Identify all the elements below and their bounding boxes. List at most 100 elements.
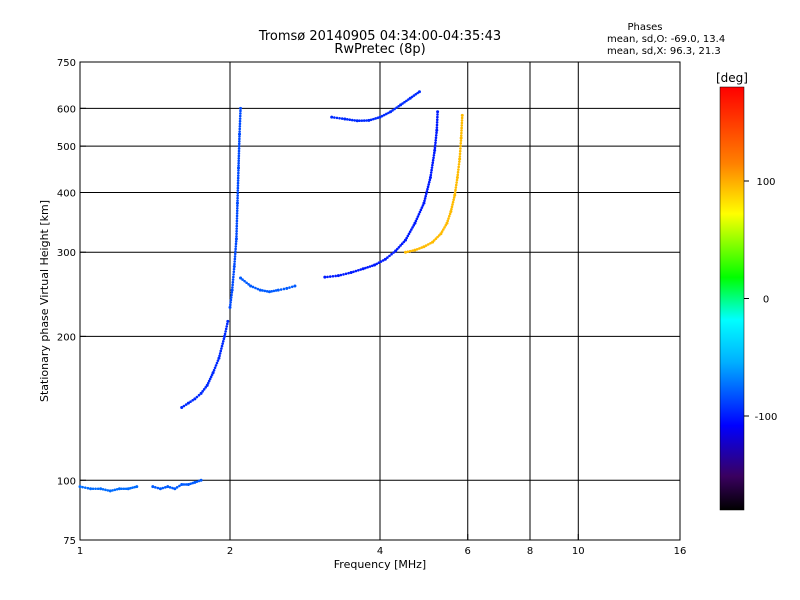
trace-point [344, 272, 348, 276]
trace-point [380, 114, 384, 118]
trace-point [442, 228, 445, 231]
trace-point [86, 486, 90, 490]
data-point [193, 397, 197, 401]
trace-point [81, 485, 84, 489]
trace-point [362, 119, 366, 122]
trace-point [232, 270, 236, 274]
trace-point [229, 301, 232, 304]
trace-point [239, 109, 242, 113]
data-point [199, 391, 203, 395]
trace-point [392, 251, 395, 254]
trace-point [458, 155, 462, 158]
trace-point [230, 293, 233, 297]
trace-point [106, 489, 110, 492]
trace-point [234, 245, 238, 248]
trace-point [91, 487, 95, 491]
trace-point [182, 483, 186, 486]
trace-point [365, 119, 368, 122]
trace-point [326, 275, 329, 279]
trace-point [208, 377, 212, 381]
data-point [236, 166, 240, 170]
axis-ticks: 1 2 4 6 8 10 16 75 100 200 300 400 500 600 750 [57, 58, 686, 557]
trace-point [353, 119, 357, 122]
trace-point [221, 342, 224, 345]
trace-point [395, 106, 398, 109]
trace-point [237, 149, 241, 153]
y-tick-label: 100 [57, 476, 76, 487]
trace-point [390, 252, 393, 256]
trace-point [222, 337, 226, 341]
trace-point [204, 386, 207, 389]
trace-point [220, 347, 223, 350]
trace-point [434, 141, 437, 145]
trace-point [436, 235, 439, 239]
data-point [239, 106, 243, 110]
trace-point [346, 118, 349, 121]
trace-point [400, 242, 404, 245]
trace-point [427, 183, 430, 186]
trace-point [411, 249, 414, 252]
trace-point [154, 486, 157, 489]
data-point [108, 489, 112, 493]
data-point [445, 221, 449, 225]
trace-point [163, 486, 167, 489]
data-point [399, 103, 403, 107]
trace-point [451, 200, 455, 204]
trace-point [415, 217, 419, 221]
trace-point [436, 115, 439, 119]
trace-point [460, 126, 463, 130]
data-point [239, 276, 243, 280]
trace-point [156, 486, 160, 490]
trace-point [434, 237, 438, 241]
trace-point [426, 243, 430, 246]
trace-point [237, 144, 241, 148]
data-point [431, 240, 435, 244]
trace-point [406, 234, 410, 238]
data-point [78, 485, 82, 489]
trace-point [376, 116, 380, 120]
data-point [230, 288, 234, 292]
colorbar-ticks: 100 0 -100 [744, 177, 777, 423]
trace-point [428, 178, 432, 182]
trace-point [460, 129, 463, 132]
trace-point [233, 262, 236, 266]
data-point [373, 263, 377, 267]
trace-point [458, 160, 461, 163]
data-point [330, 115, 334, 119]
trace-point [229, 298, 233, 302]
trace-point [357, 268, 360, 272]
trace-point [423, 197, 427, 200]
data-point [383, 257, 387, 261]
trace-point [368, 265, 372, 268]
trace-point [432, 153, 436, 157]
trace-point [122, 487, 126, 491]
data-point [422, 201, 426, 205]
trace-point [224, 327, 228, 331]
trace-point [448, 212, 452, 216]
trace-point [446, 219, 450, 223]
trace-point [232, 273, 235, 276]
trace-point [237, 154, 241, 158]
trace-point [459, 147, 462, 150]
data-point [180, 482, 184, 486]
data-point [258, 288, 262, 292]
trace-point [237, 161, 240, 165]
trace-point [237, 171, 240, 175]
data-point [276, 288, 280, 292]
trace-point [233, 257, 237, 261]
data-point [408, 96, 412, 100]
data-point [223, 334, 227, 338]
trace-point [431, 163, 434, 167]
trace-point [189, 400, 192, 404]
trace-point [178, 484, 181, 488]
trace-point [381, 259, 385, 262]
trace-point [235, 222, 239, 225]
trace-point [191, 481, 194, 485]
trace-point [427, 180, 431, 184]
trace-point [94, 487, 97, 491]
trace-point [458, 152, 462, 156]
data-point [394, 249, 398, 253]
trace-point [96, 487, 100, 491]
data-point [232, 265, 236, 269]
trace-point [234, 250, 237, 253]
